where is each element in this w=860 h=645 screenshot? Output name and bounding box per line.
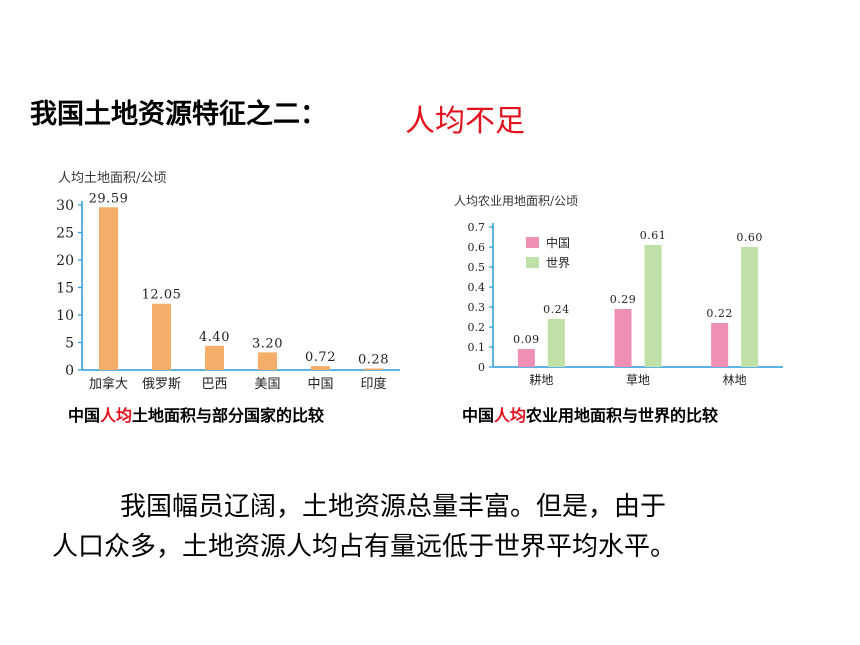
- chart-2-ytick-label: 0.2: [468, 321, 486, 334]
- chart-1-category-label: 印度: [360, 376, 386, 392]
- chart-1-ytick-label: 10: [56, 308, 74, 324]
- heading-highlight: 人均不足: [405, 104, 525, 139]
- chart-2-legend-label: 中国: [546, 235, 570, 250]
- agri-land-chart-svg: 人均农业用地面积/公顷 0 0.1 0.2 0.3 0.4 0.5 0.6 0.7 0.09 0.2…: [454, 194, 783, 387]
- chart-2-category-label: 耕地: [529, 372, 553, 387]
- chart-2-value-label: 0.29: [610, 293, 637, 306]
- chart-1-category-label: 中国: [307, 377, 333, 392]
- chart-2-bar: [741, 247, 759, 367]
- page-heading: 我国土地资源特征之二：: [30, 99, 327, 130]
- chart-2-legend-swatch: [526, 237, 539, 248]
- chart-1-bar: [311, 366, 330, 370]
- chart-2-value-label: 0.61: [640, 229, 667, 242]
- chart-2-bar: [644, 245, 662, 367]
- chart-1-value-label: 3.20: [252, 336, 283, 351]
- chart-2-ytick-label: 0.1: [468, 341, 486, 354]
- land-area-caption: 中国人均土地面积与部分国家的比较: [68, 402, 324, 426]
- chart-1-bar: [99, 207, 118, 370]
- caption-1-pre: 中国: [68, 406, 101, 425]
- land-area-chart-svg: 人均土地面积/公顷 0 5 10 15 20 25 30 29.59 加拿大 12.05 俄罗斯 4.4…: [56, 171, 400, 392]
- chart-2-bar: [614, 309, 632, 367]
- chart-1-bar: [364, 368, 383, 370]
- chart-1-bar: [258, 352, 277, 370]
- paragraph-line-2: 人口众多，土地资源人均占有量远低于世界平均水平。: [52, 532, 677, 562]
- chart-2-value-label: 0.60: [736, 231, 763, 244]
- chart-2-ytick-label: 0.7: [468, 221, 486, 234]
- chart-2-bar: [711, 323, 729, 367]
- chart-2-bar: [517, 349, 535, 367]
- caption-1-red: 人均: [100, 406, 133, 425]
- chart-2-ytick-label: 0.3: [468, 301, 486, 314]
- chart-1-ytick-label: 20: [56, 253, 74, 269]
- caption-2-red: 人均: [494, 406, 527, 425]
- chart-1-ylabel: 人均土地面积/公顷: [58, 171, 166, 186]
- chart-1-value-label: 12.05: [142, 288, 182, 303]
- chart-2-value-label: 0.24: [543, 303, 570, 316]
- chart-1-value-label: 0.28: [358, 352, 389, 367]
- chart-1-ytick-label: 0: [65, 363, 74, 379]
- chart-1-category-label: 俄罗斯: [142, 377, 181, 392]
- chart-2-category-label: 草地: [626, 373, 650, 387]
- caption-1-post: 土地面积与部分国家的比较: [132, 406, 325, 425]
- chart-1-ytick-label: 25: [56, 226, 74, 242]
- chart-2-value-label: 0.09: [513, 333, 540, 346]
- chart-2-value-label: 0.22: [706, 307, 733, 320]
- chart-1-bar: [205, 345, 224, 370]
- agri-land-caption: 中国人均农业用地面积与世界的比较: [462, 402, 718, 426]
- chart-1-value-label: 4.40: [199, 330, 230, 345]
- chart-1-bar: [152, 303, 171, 370]
- chart-2-ylabel: 人均农业用地面积/公顷: [454, 194, 578, 208]
- chart-2-ytick-label: 0.6: [468, 241, 486, 254]
- chart-1-category-label: 巴西: [201, 377, 227, 392]
- chart-1-ytick-label: 5: [65, 336, 74, 352]
- chart-2-legend-swatch: [526, 257, 539, 268]
- chart-1-value-label: 0.72: [305, 350, 336, 365]
- chart-2-legend-label: 世界: [546, 256, 570, 270]
- caption-2-pre: 中国: [462, 406, 495, 425]
- chart-2-ytick-label: 0.5: [468, 261, 486, 274]
- chart-2-ytick-label: 0: [478, 361, 485, 374]
- paragraph-line-1: 我国幅员辽阔，土地资源总量丰富。但是，由于: [120, 492, 667, 522]
- chart-1-category-label: 美国: [254, 377, 280, 392]
- chart-2-category-label: 林地: [723, 373, 747, 387]
- chart-1-ytick-label: 15: [56, 281, 74, 297]
- chart-1-ytick-label: 30: [56, 198, 74, 214]
- chart-2-ytick-label: 0.4: [468, 281, 486, 294]
- caption-2-post: 农业用地面积与世界的比较: [526, 406, 719, 425]
- land-area-chart: 人均土地面积/公顷 0 5 10 15 20 25 30 29.59 加拿大 12.05 俄罗斯 4.4…: [50, 160, 410, 400]
- chart-2-bar: [547, 319, 565, 367]
- chart-1-category-label: 加拿大: [89, 376, 128, 392]
- chart-1-value-label: 29.59: [89, 191, 129, 206]
- agri-land-chart: 人均农业用地面积/公顷 0 0.1 0.2 0.3 0.4 0.5 0.6 0.7 0.09 0.2…: [448, 185, 788, 400]
